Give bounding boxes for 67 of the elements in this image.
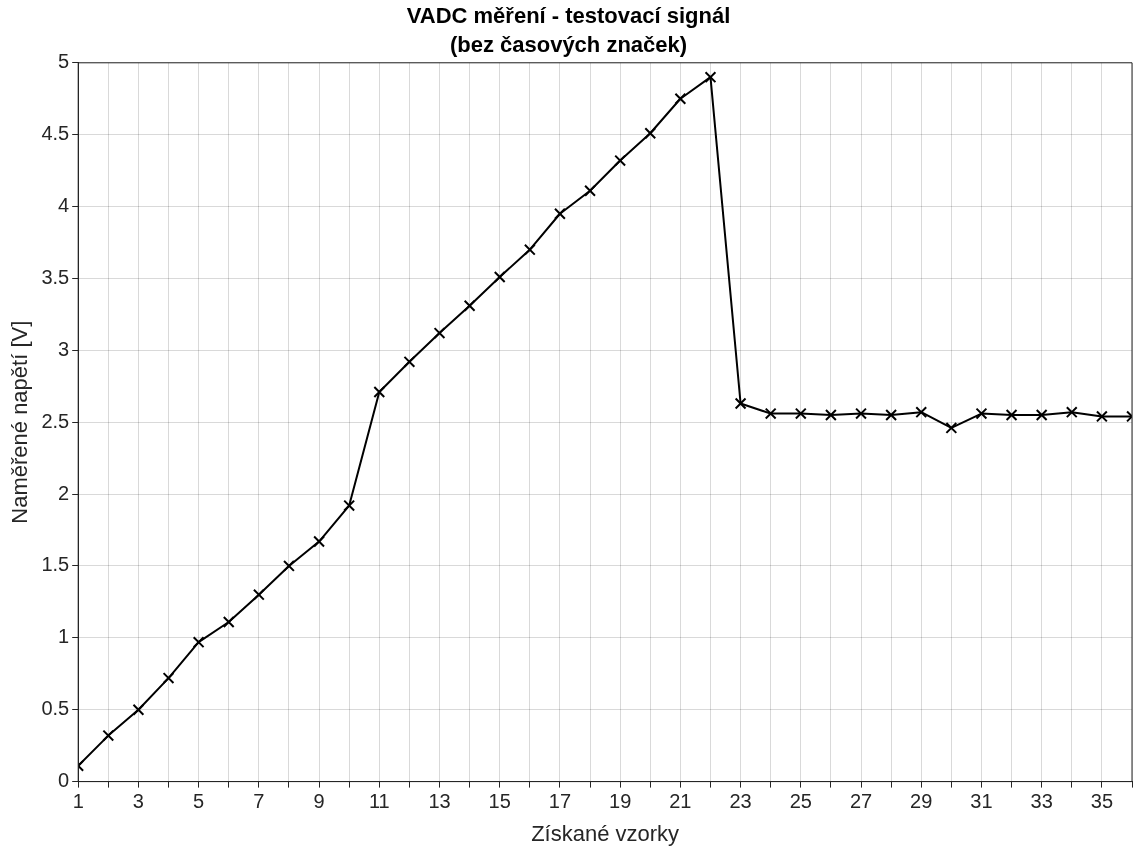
chart-title: VADC měření - testovací signál [406,3,731,29]
point [463,299,476,312]
point [1005,409,1018,421]
y-tick-label: 3.5 [41,265,70,288]
point [553,207,566,220]
point [764,407,777,420]
y-tick-label: 5 [58,50,70,73]
point [794,407,807,420]
point [584,184,596,197]
x-tick-label: 17 [548,790,572,813]
point [222,616,235,628]
y-tick-label: 4 [58,194,70,217]
x-tick-label: 35 [1090,790,1114,813]
point [644,127,657,140]
point [1035,409,1048,421]
point [132,703,145,716]
point [704,71,717,84]
y-tick-label: 3 [58,337,70,360]
x-tick-label: 23 [729,790,752,813]
point [945,422,958,434]
point [433,327,446,340]
x-tick-label: 33 [1030,790,1053,813]
x-axis-title: Získané vzorky [531,820,680,846]
point [102,729,115,742]
y-tick-label: 1 [58,625,70,648]
point [343,499,356,512]
point [975,407,988,420]
x-tick-label: 31 [970,790,993,813]
point [523,243,536,256]
x-tick-label: 7 [253,790,265,813]
point [252,588,265,601]
point [855,407,867,420]
point [734,397,747,410]
y-tick-label: 1.5 [41,553,70,576]
chart-subtitle: (bez časových značek) [449,31,688,57]
point [1065,406,1078,419]
x-tick-label: 19 [609,790,632,813]
point [373,386,386,398]
x-tick-label: 29 [910,790,933,813]
point [403,355,416,368]
x-tick-label: 3 [132,790,144,813]
point [283,560,295,572]
y-tick-label: 2 [58,481,70,504]
y-tick-label: 0.5 [41,697,70,720]
x-tick-label: 15 [488,790,511,813]
y-tick-label: 0 [58,769,70,792]
point [824,409,837,421]
x-tick-label: 27 [849,790,873,813]
point [192,636,205,649]
x-tick-label: 25 [789,790,812,813]
point [1095,410,1108,423]
x-tick-label: 11 [368,790,390,813]
y-axis-title: Naměřené napětí [V] [7,320,33,524]
point [493,271,506,283]
point [915,406,928,419]
x-tick-label: 9 [313,790,325,813]
point [614,154,627,167]
y-tick-label: 4.5 [41,122,70,145]
point [162,672,175,685]
x-tick-label: 13 [428,790,451,813]
x-tick-label: 1 [72,790,84,813]
x-tick-label: 21 [669,790,692,813]
point [885,409,898,421]
point [313,535,326,548]
point [674,92,687,105]
x-tick-label: 5 [193,790,205,813]
y-tick-label: 2.5 [41,409,70,432]
